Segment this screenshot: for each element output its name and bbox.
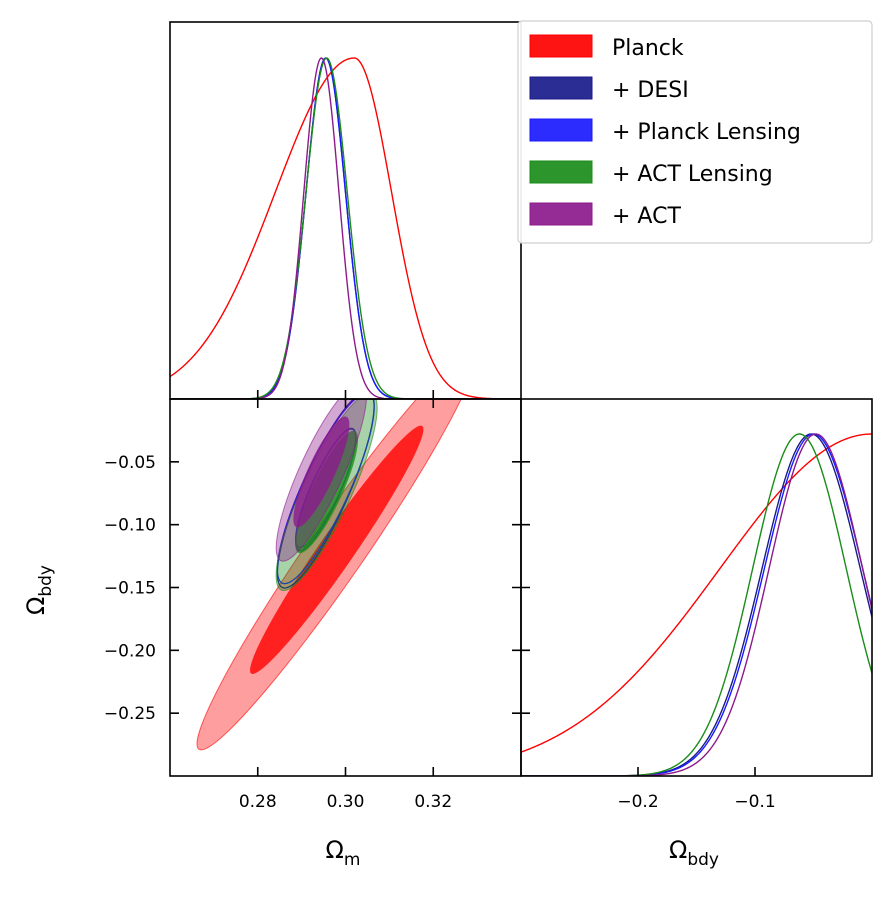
- legend-label-planck-lensing: + Planck Lensing: [612, 120, 801, 145]
- legend-swatch-planck-lensing: [529, 118, 593, 142]
- omega-m-curves: [170, 57, 521, 399]
- tick-label-obdy-bottom-0: −0.2: [617, 792, 658, 812]
- legend-swatch-act-lensing: [529, 160, 593, 184]
- legend-label-desi: + DESI: [612, 78, 689, 103]
- tick-label-obdy-left-2: −0.15: [104, 579, 156, 599]
- tick-label-om-0: 0.28: [239, 792, 277, 812]
- legend-swatch-planck: [529, 34, 593, 58]
- om-pdf-planck: [170, 57, 521, 399]
- tick-label-obdy-left-1: −0.10: [104, 516, 156, 536]
- ylabel-omega-bdy: Ωbdy: [22, 565, 56, 615]
- xlabel-omega-bdy: Ωbdy: [669, 836, 719, 870]
- axis-ticks: 0.28 0.30 0.32 −0.05 −0.10 −0.15 −0.20 −0.25 −0.…: [104, 390, 776, 812]
- contour-68-act-lensing: [295, 430, 358, 554]
- panel-omega-bdy-1d: [521, 399, 872, 776]
- tick-label-om-1: 0.30: [327, 792, 365, 812]
- legend-label-act: + ACT: [612, 204, 681, 229]
- tick-label-om-2: 0.32: [414, 792, 452, 812]
- tick-label-obdy-left-4: −0.25: [104, 704, 156, 724]
- tick-label-obdy-left-3: −0.20: [104, 641, 156, 661]
- obdy-pdf-planck: [521, 433, 872, 753]
- joint-contours: [196, 399, 462, 751]
- legend-swatch-desi: [529, 76, 593, 100]
- contour-95-planck-lensing: [276, 399, 375, 585]
- tick-label-obdy-bottom-1: −0.1: [734, 792, 775, 812]
- obdy-pdf-act: [521, 433, 872, 776]
- om-pdf-act: [170, 57, 521, 399]
- legend-box: [517, 20, 873, 244]
- legend: Planck + DESI + Planck Lensing + ACT Len…: [517, 20, 873, 244]
- contour-68-act: [293, 416, 350, 528]
- om-pdf-planck-lensing: [170, 57, 521, 399]
- panel-omega-m-1d: [170, 22, 521, 399]
- xlabel-omega-m: Ωm: [326, 836, 361, 870]
- tick-label-obdy-left-0: −0.05: [104, 453, 156, 473]
- legend-label-planck: Planck: [612, 36, 684, 61]
- legend-swatch-act: [529, 202, 593, 226]
- legend-label-act-lensing: + ACT Lensing: [612, 162, 773, 187]
- contour-68-planck: [250, 425, 424, 674]
- om-pdf-act-lensing: [170, 57, 521, 399]
